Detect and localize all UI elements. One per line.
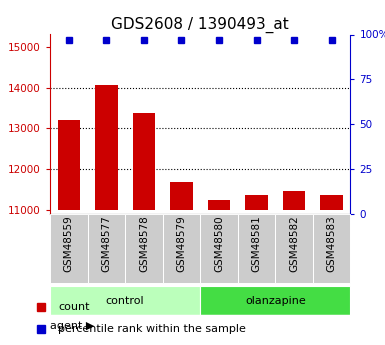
- Bar: [208, 200, 230, 210]
- Bar: [200, 286, 350, 315]
- Title: GDS2608 / 1390493_at: GDS2608 / 1390493_at: [111, 17, 289, 33]
- Text: GSM48581: GSM48581: [251, 215, 261, 272]
- Bar: [163, 214, 200, 283]
- Bar: [275, 214, 313, 283]
- Bar: [132, 113, 155, 210]
- Bar: [283, 191, 305, 210]
- Bar: [320, 195, 343, 210]
- Bar: [50, 214, 88, 283]
- Text: GSM48559: GSM48559: [64, 215, 74, 272]
- Bar: [58, 120, 80, 210]
- Text: GSM48583: GSM48583: [326, 215, 336, 272]
- Text: control: control: [106, 296, 144, 306]
- Text: percentile rank within the sample: percentile rank within the sample: [58, 325, 246, 334]
- Bar: [313, 214, 350, 283]
- Text: olanzapine: olanzapine: [245, 296, 306, 306]
- Bar: [200, 214, 238, 283]
- Text: agent ▶: agent ▶: [50, 322, 94, 331]
- Text: GSM48580: GSM48580: [214, 215, 224, 272]
- Bar: [245, 195, 268, 210]
- Bar: [238, 214, 275, 283]
- Bar: [170, 182, 193, 210]
- Bar: [50, 315, 350, 337]
- Bar: [95, 86, 118, 210]
- Bar: [88, 214, 125, 283]
- Text: GSM48578: GSM48578: [139, 215, 149, 272]
- Text: count: count: [58, 302, 89, 312]
- Bar: [125, 214, 163, 283]
- Text: GSM48577: GSM48577: [101, 215, 111, 272]
- Bar: [50, 286, 200, 315]
- Text: GSM48582: GSM48582: [289, 215, 299, 272]
- Text: GSM48579: GSM48579: [176, 215, 186, 272]
